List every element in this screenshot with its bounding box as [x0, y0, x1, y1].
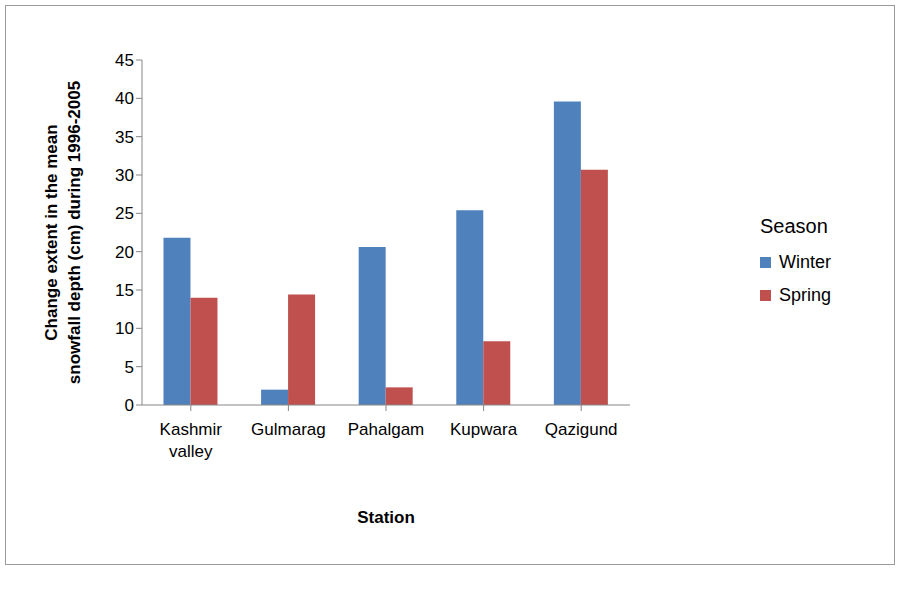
svg-text:30: 30: [115, 166, 134, 185]
svg-text:Station: Station: [357, 508, 415, 527]
svg-text:35: 35: [115, 128, 134, 147]
html-text:Season: Season: [760, 215, 828, 237]
svg-text:45: 45: [115, 51, 134, 70]
svg-text:0: 0: [125, 396, 134, 415]
svg-text:40: 40: [115, 89, 134, 108]
svg-text:Kashmirvalley: Kashmirvalley: [160, 420, 223, 461]
svg-text:Pahalgam: Pahalgam: [348, 420, 425, 439]
svg-text:10: 10: [115, 319, 134, 338]
svg-text:Change extent in the mean: Change extent in the mean: [42, 124, 61, 340]
svg-text:15: 15: [115, 281, 134, 300]
svg-text:5: 5: [125, 358, 134, 377]
svg-text:20: 20: [115, 243, 134, 262]
html-text:Spring: Spring: [779, 285, 831, 305]
svg-text:25: 25: [115, 204, 134, 223]
svg-text:Gulmarag: Gulmarag: [251, 420, 326, 439]
html-text:Winter: Winter: [779, 252, 831, 272]
svg-text:snowfall depth (cm) during 199: snowfall depth (cm) during 1996-2005: [65, 81, 84, 384]
svg-text:Kupwara: Kupwara: [450, 420, 518, 439]
svg-text:Qazigund: Qazigund: [545, 420, 618, 439]
